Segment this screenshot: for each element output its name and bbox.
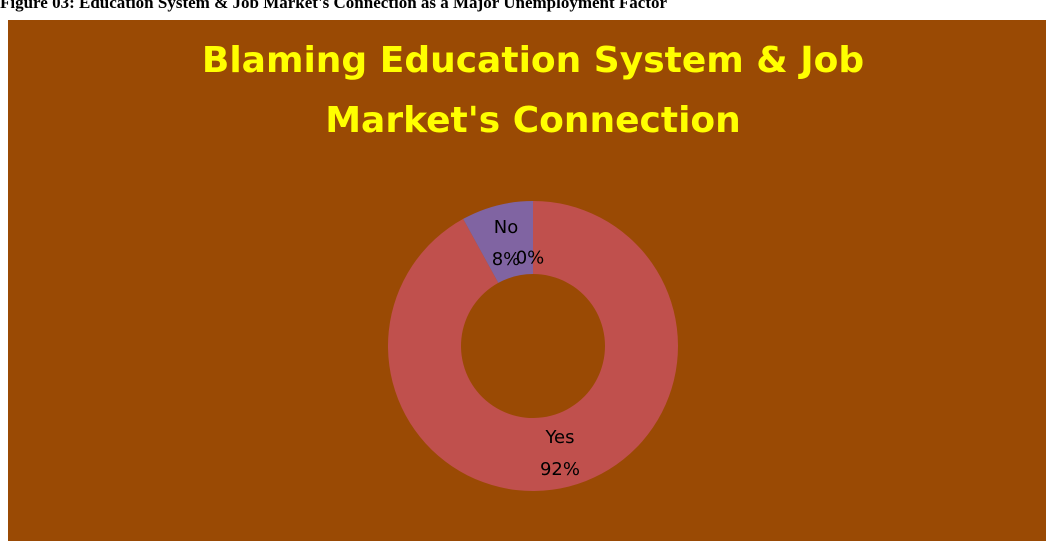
slice-label: Yes — [544, 427, 574, 448]
figure-caption: Figure 03: Education System & Job Market… — [0, 0, 668, 12]
value-label: 0% — [516, 248, 545, 269]
value-label: 92% — [540, 459, 580, 480]
chart-title: Blaming Education System & Job Market's C… — [202, 40, 864, 141]
slice-label: No — [494, 217, 518, 238]
donut-slice — [463, 201, 533, 283]
donut-slice — [388, 201, 678, 491]
value-label: 8% — [492, 249, 521, 270]
